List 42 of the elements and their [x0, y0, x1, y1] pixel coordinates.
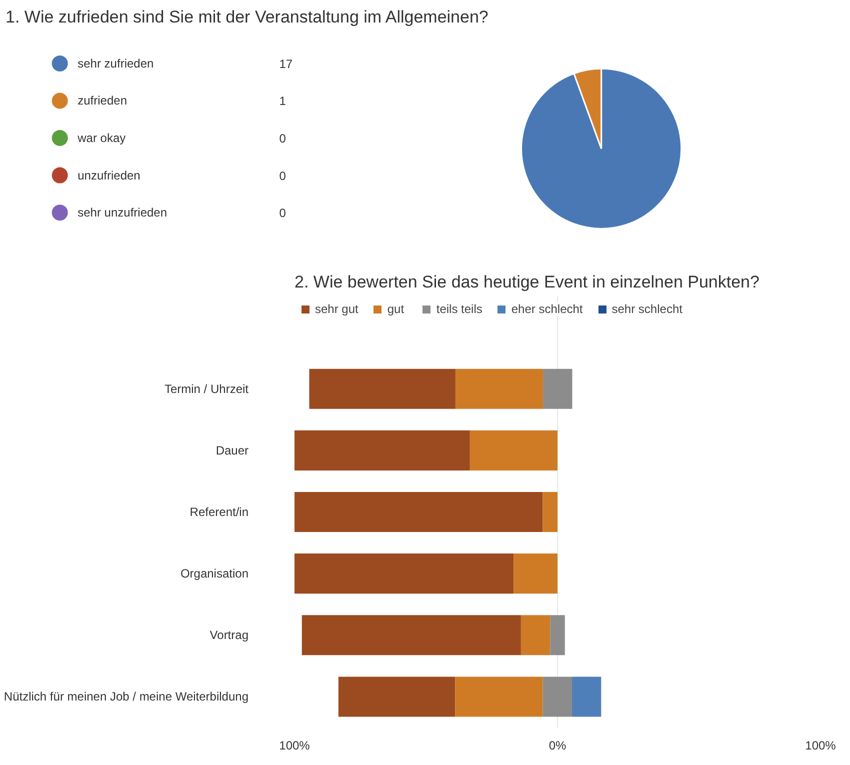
- legend-label: gut: [387, 302, 406, 316]
- bar: [309, 368, 456, 409]
- chart-title: 2. Wie bewerten Sie das heutige Event in einzelnen Punkten?: [294, 272, 760, 292]
- y-tick-label: Organisation: [180, 566, 249, 581]
- x-tick-label: 0%: [548, 738, 566, 752]
- bar: [455, 676, 543, 717]
- data-label: 17: [279, 56, 293, 71]
- legend-label: teils teils: [436, 302, 482, 316]
- chart-title: 1. Wie zufrieden sind Sie mit der Veranstaltung im Allgemeinen?: [6, 8, 488, 26]
- y-tick-label: Referent/in: [190, 505, 249, 519]
- legend-label: unzufrieden: [78, 168, 140, 182]
- bar: [520, 615, 550, 656]
- text: 0: [279, 132, 286, 146]
- text: 0: [279, 168, 286, 183]
- legend-label: sehr gut: [315, 302, 358, 316]
- y-tick-label: Termin / Uhrzeit: [164, 382, 250, 396]
- bar: [294, 554, 514, 594]
- legend-label: eher schlecht: [511, 302, 583, 316]
- bar: [543, 368, 572, 409]
- bar: [542, 676, 572, 717]
- text: 0: [279, 206, 286, 220]
- legend-label: sehr schlecht: [612, 302, 682, 316]
- bar: [455, 368, 544, 409]
- y-tick-label: Vortrag: [210, 628, 249, 642]
- bar: [470, 430, 558, 470]
- legend-label: sehr unzufrieden: [78, 206, 168, 220]
- legend-label: sehr zufrieden: [78, 56, 154, 70]
- legend-label: zufrieden: [78, 94, 128, 108]
- y-tick-label: Nützlich für meinen Job / meine Weiterbildung: [4, 690, 249, 704]
- bar: [550, 615, 565, 656]
- x-tick-label: 100%: [805, 738, 836, 752]
- bar: [294, 430, 470, 470]
- legend-label: war okay: [76, 131, 126, 146]
- y-tick-label: Dauer: [216, 443, 249, 458]
- bar: [542, 492, 558, 532]
- bar: [572, 676, 602, 717]
- x-tick-label: 100%: [279, 738, 310, 752]
- data-label: 1: [279, 94, 286, 108]
- bar: [302, 615, 521, 656]
- bar: [294, 492, 543, 532]
- bar: [514, 554, 558, 594]
- bar: [338, 676, 456, 717]
